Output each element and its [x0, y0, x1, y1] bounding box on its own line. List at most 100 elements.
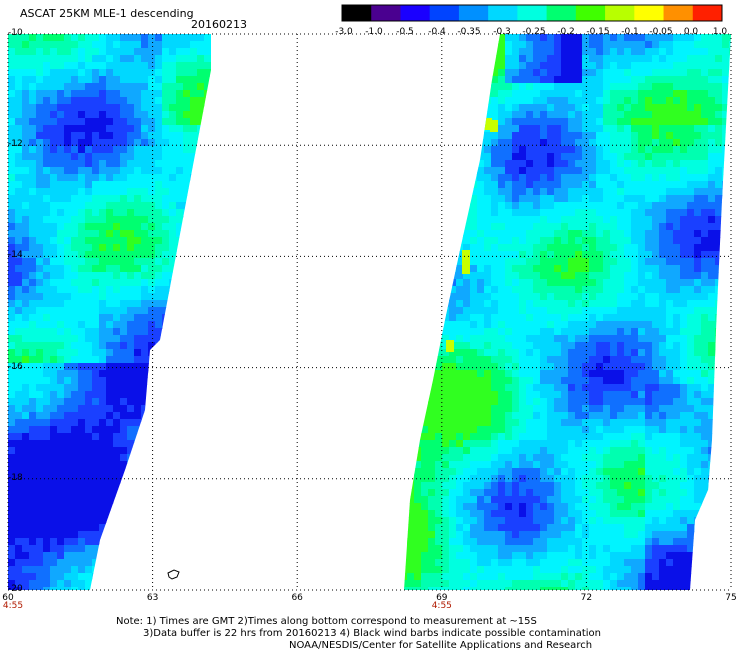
data-cell: [512, 237, 520, 245]
data-cell: [638, 125, 646, 133]
data-cell: [540, 69, 548, 77]
data-cell: [78, 398, 86, 406]
data-cell: [477, 286, 485, 294]
data-cell: [722, 76, 730, 84]
data-cell: [694, 118, 702, 126]
data-cell: [99, 580, 107, 588]
data-cell: [64, 363, 72, 371]
data-cell: [715, 265, 723, 273]
data-cell: [85, 496, 93, 504]
data-cell: [176, 440, 184, 448]
data-cell: [603, 251, 611, 259]
data-cell: [92, 426, 100, 434]
data-cell: [106, 377, 114, 385]
data-cell: [15, 545, 23, 553]
data-cell: [547, 300, 555, 308]
data-cell: [638, 76, 646, 84]
data-cell: [197, 335, 205, 343]
data-cell: [610, 244, 618, 252]
data-cell: [120, 160, 128, 168]
data-cell: [36, 370, 44, 378]
data-cell: [155, 69, 163, 77]
data-cell: [456, 230, 464, 238]
data-cell: [92, 321, 100, 329]
data-cell: [708, 328, 716, 336]
data-cell: [99, 433, 107, 441]
data-cell: [575, 55, 583, 63]
data-cell: [71, 440, 79, 448]
data-cell: [204, 531, 212, 539]
data-cell: [29, 356, 37, 364]
data-cell: [624, 272, 632, 280]
data-cell: [148, 216, 156, 224]
data-cell: [715, 48, 723, 56]
data-cell: [113, 97, 121, 105]
data-cell: [57, 244, 65, 252]
data-cell: [36, 153, 44, 161]
data-cell: [120, 531, 128, 539]
data-cell: [491, 62, 499, 70]
data-cell: [596, 125, 604, 133]
data-cell: [43, 531, 51, 539]
data-cell: [134, 146, 142, 154]
data-cell: [183, 496, 191, 504]
data-cell: [22, 293, 30, 301]
data-cell: [428, 41, 436, 49]
data-cell: [442, 153, 450, 161]
data-cell: [50, 489, 58, 497]
data-cell: [694, 125, 702, 133]
data-cell: [624, 321, 632, 329]
data-cell: [36, 545, 44, 553]
data-cell: [162, 349, 170, 357]
data-cell: [526, 300, 534, 308]
data-cell: [477, 300, 485, 308]
data-cell: [78, 160, 86, 168]
data-cell: [687, 307, 695, 315]
data-cell: [190, 265, 198, 273]
data-cell: [113, 237, 121, 245]
data-cell: [43, 433, 51, 441]
data-cell: [211, 230, 219, 238]
data-cell: [190, 230, 198, 238]
data-cell: [603, 328, 611, 336]
data-cell: [596, 244, 604, 252]
data-cell: [659, 356, 667, 364]
data-cell: [694, 41, 702, 49]
data-cell: [694, 265, 702, 273]
data-cell: [673, 48, 681, 56]
data-cell: [78, 286, 86, 294]
data-cell: [484, 104, 492, 112]
data-cell: [148, 426, 156, 434]
data-cell: [603, 293, 611, 301]
data-cell: [470, 251, 478, 259]
data-cell: [64, 433, 72, 441]
data-cell: [8, 391, 16, 399]
data-cell: [113, 69, 121, 77]
data-cell: [414, 314, 422, 322]
data-cell: [694, 132, 702, 140]
data-cell: [64, 587, 72, 595]
data-cell: [211, 188, 219, 196]
data-cell: [477, 223, 485, 231]
data-cell: [211, 286, 219, 294]
data-cell: [22, 111, 30, 119]
data-cell: [428, 160, 436, 168]
data-cell: [29, 342, 37, 350]
data-cell: [729, 153, 737, 161]
data-cell: [190, 566, 198, 574]
data-cell: [687, 230, 695, 238]
data-cell: [85, 174, 93, 182]
data-cell: [36, 188, 44, 196]
data-cell: [36, 34, 44, 42]
data-cell: [645, 132, 653, 140]
data-cell: [533, 132, 541, 140]
data-cell: [617, 188, 625, 196]
data-cell: [701, 223, 709, 231]
data-cell: [673, 370, 681, 378]
data-cell: [127, 370, 135, 378]
data-cell: [421, 209, 429, 217]
data-cell: [596, 76, 604, 84]
data-cell: [456, 216, 464, 224]
data-cell: [582, 76, 590, 84]
data-cell: [134, 55, 142, 63]
